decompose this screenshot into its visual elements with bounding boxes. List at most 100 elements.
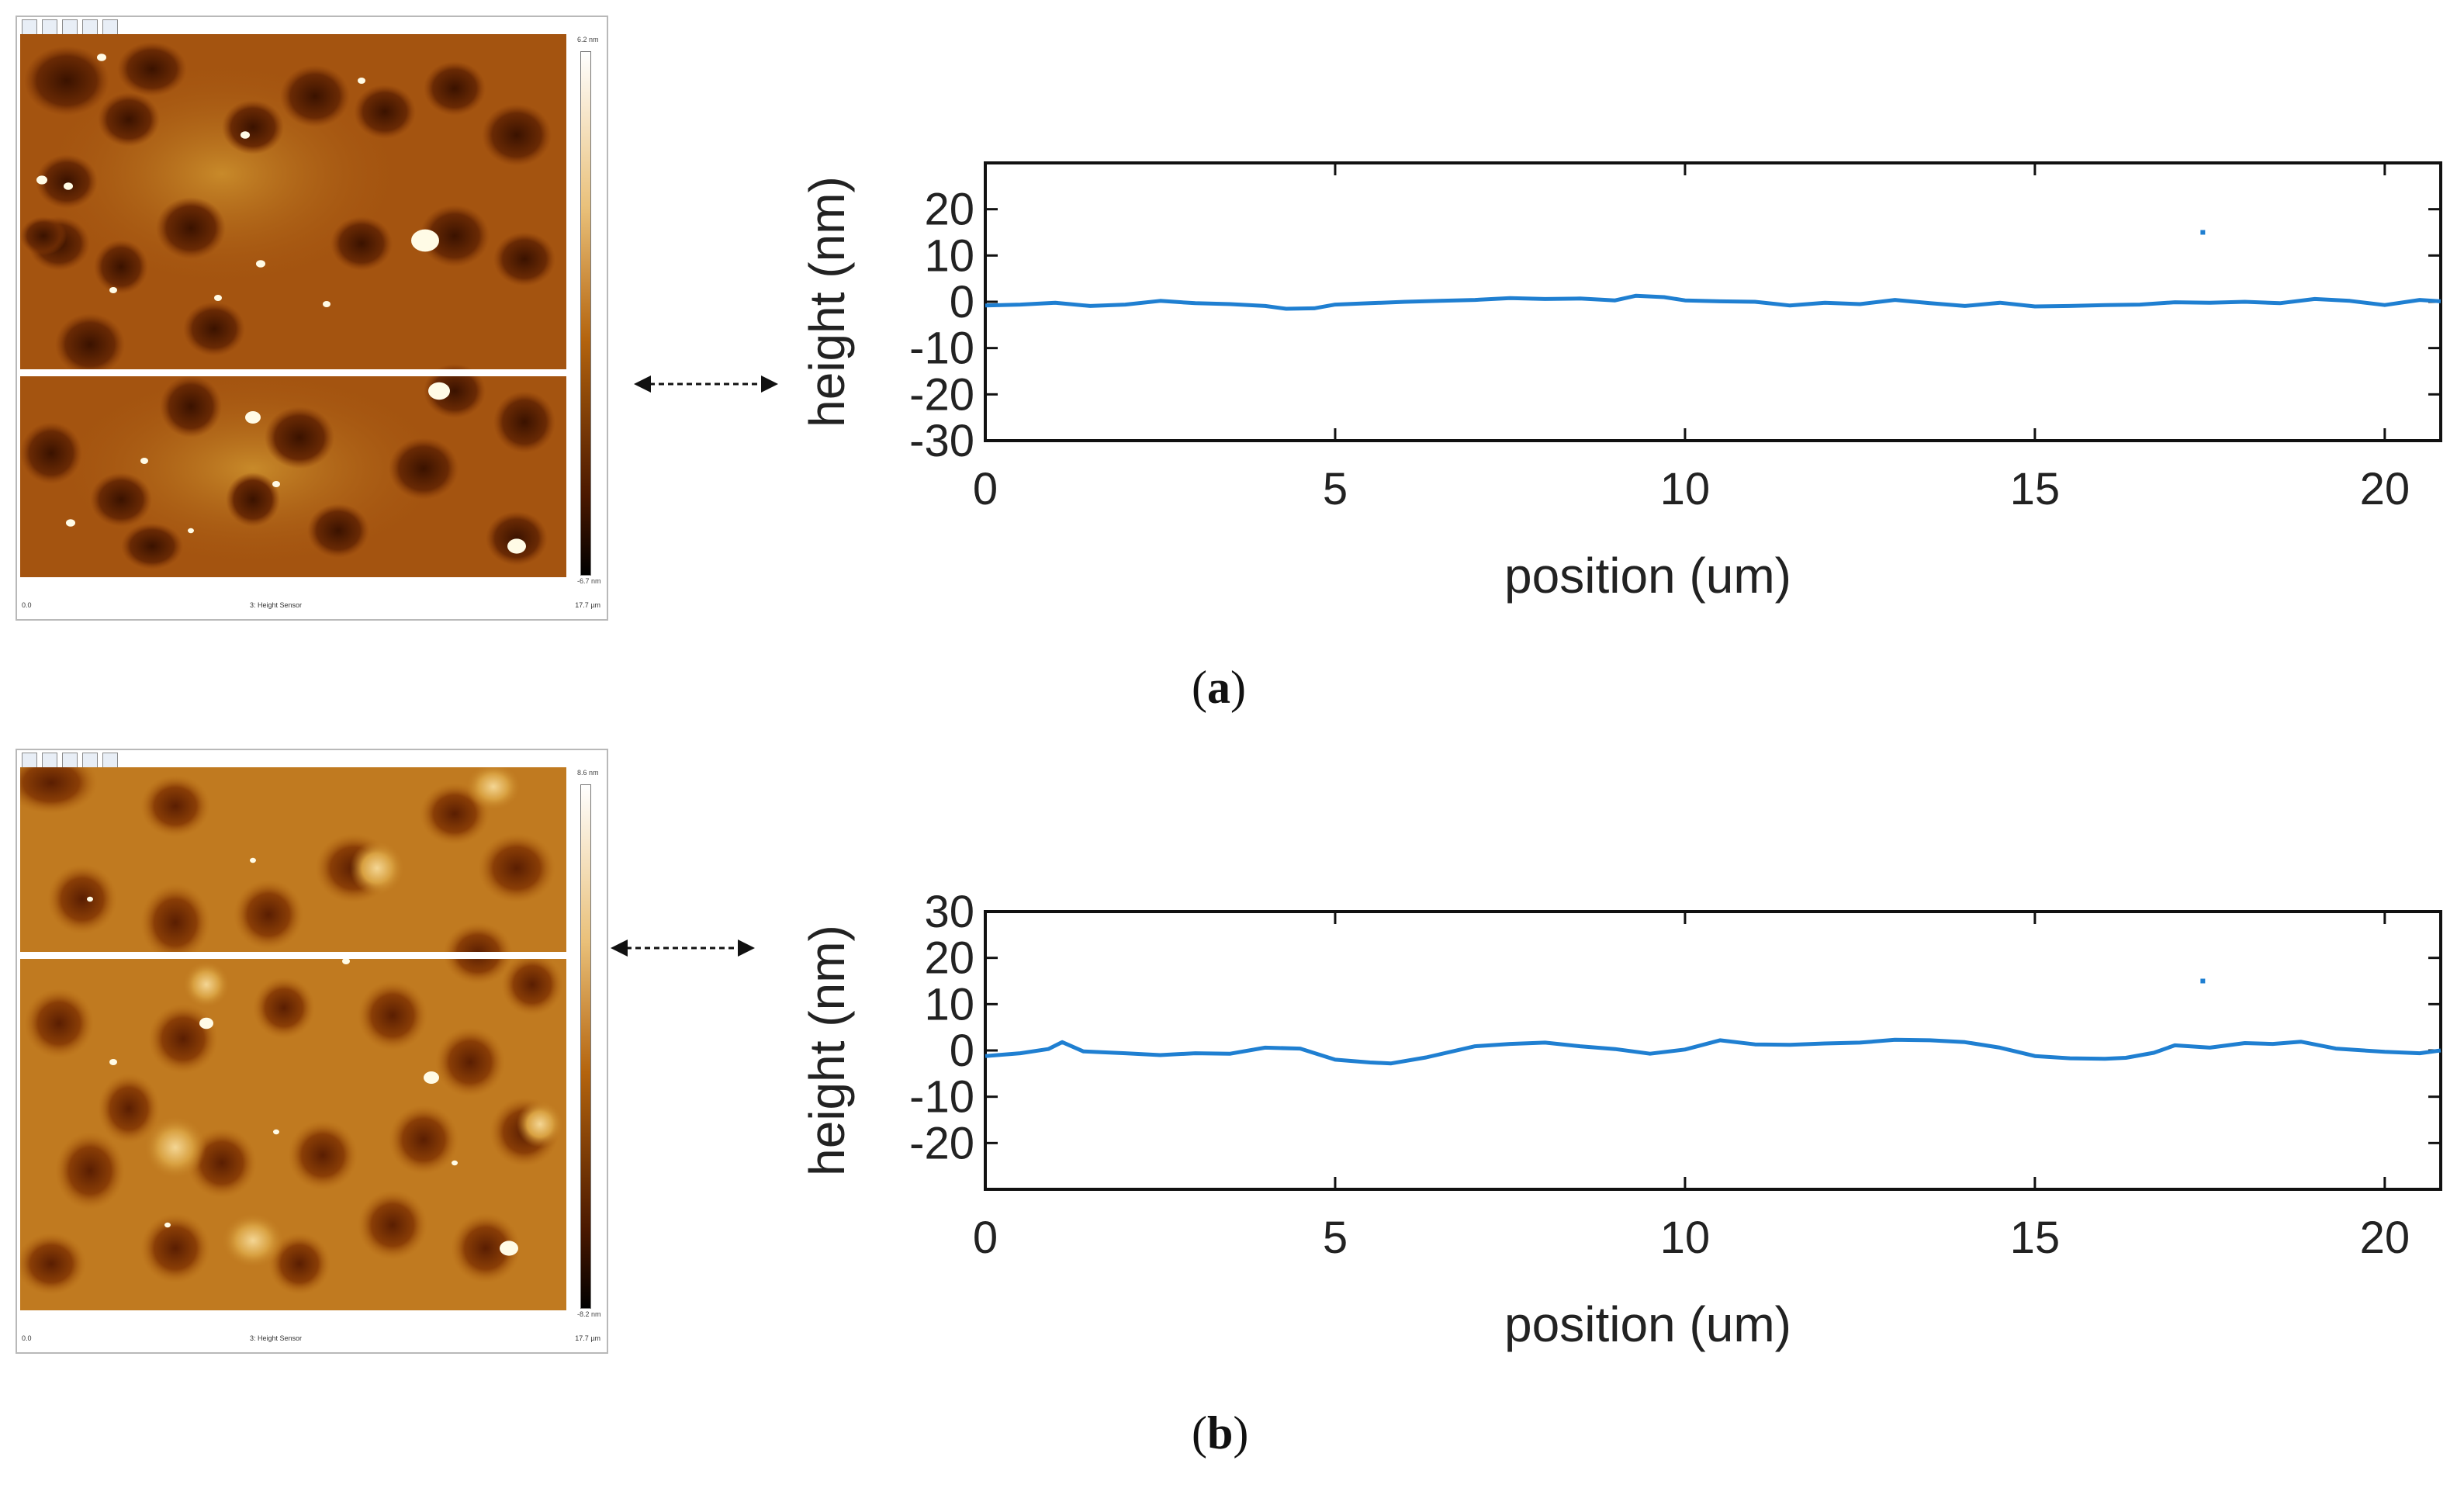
afm-particle	[245, 411, 261, 424]
afm-surface-feature	[121, 523, 183, 569]
afm-surface-feature	[389, 438, 459, 500]
afm-surface-feature	[478, 833, 555, 903]
afm-surface-feature	[98, 1074, 160, 1144]
arrow-right-head	[738, 940, 755, 957]
toolbar-zoom-icon[interactable]	[62, 19, 78, 35]
toolbar-copy-icon[interactable]	[42, 19, 57, 35]
afm-surface-feature	[280, 65, 350, 127]
afm-surface-feature	[24, 988, 94, 1058]
chart-a-x-tick-label: 5	[1323, 464, 1348, 514]
chart-a-series-line	[985, 293, 2442, 311]
afm-surface-feature	[24, 46, 109, 116]
chart-b-x-axis-label: position (um)	[1504, 1296, 1791, 1352]
toolbar-copy-icon[interactable]	[42, 753, 57, 768]
scan-line-a	[17, 369, 576, 376]
afm-particle	[188, 528, 194, 534]
subfigure-label-b: (b)	[1192, 1407, 1249, 1459]
toolbar-pan-icon[interactable]	[82, 753, 98, 768]
afm-surface-feature	[451, 1213, 521, 1283]
afm-particle	[428, 382, 450, 400]
chart-b-y-axis-label: height (nm)	[799, 925, 855, 1176]
afm-image-window-b: 8.6 nm -8.2 nm 0.0 3: Height Sensor 17.7…	[16, 749, 608, 1354]
afm-particle	[452, 1160, 458, 1166]
afm-status-bar-b: 0.0 3: Height Sensor 17.7 µm	[17, 1331, 607, 1349]
afm-height-image-a	[20, 34, 566, 577]
toolbar-export-icon[interactable]	[102, 19, 118, 35]
afm-particle	[424, 1071, 439, 1084]
afm-surface-feature	[94, 240, 148, 294]
afm-surface-feature	[466, 767, 521, 810]
chart-b-y-tick-label: 10	[924, 979, 974, 1029]
afm-particle	[214, 295, 222, 301]
afm-surface-feature	[55, 313, 125, 375]
chart-a-x-tick-label: 15	[2010, 464, 2061, 514]
afm-surface-feature	[140, 884, 210, 961]
toolbar-zoom-icon[interactable]	[62, 753, 78, 768]
afm-status-bar-a: 0.0 3: Height Sensor 17.7 µm	[17, 597, 607, 616]
colorbar-a	[580, 51, 591, 576]
afm-particle	[199, 1017, 213, 1029]
arrow-right-head	[761, 375, 778, 393]
afm-channel-label: 3: Height Sensor	[250, 1334, 303, 1342]
chart-b-x-tick-label: 10	[1660, 1213, 1711, 1263]
colorbar-bottom-label: -6.7 nm	[577, 577, 601, 585]
afm-surface-feature	[90, 472, 152, 527]
chart-a-x-tick-label: 0	[973, 464, 998, 514]
toolbar-export-icon[interactable]	[102, 753, 118, 768]
afm-surface-feature	[156, 197, 226, 259]
afm-particle	[507, 538, 526, 554]
afm-toolbar-b	[22, 753, 118, 771]
afm-surface-feature	[148, 1004, 218, 1074]
colorbar-top-label: 8.6 nm	[577, 769, 599, 777]
afm-surface-feature	[268, 1233, 330, 1295]
afm-surface-feature	[493, 232, 555, 286]
afm-surface-feature	[226, 472, 280, 527]
chart-a-y-tick-label: -10	[909, 324, 974, 374]
afm-surface-feature	[486, 511, 548, 566]
chart-a-y-axis-label: height (nm)	[799, 176, 855, 427]
afm-surface-feature	[307, 503, 369, 558]
toolbar-save-icon[interactable]	[22, 19, 37, 35]
chart-a-y-tick-label: 0	[950, 277, 974, 327]
chart-b-y-tick-label: 30	[924, 888, 974, 937]
afm-particle	[87, 896, 93, 902]
chart-b-y-tick-label: -20	[909, 1118, 974, 1168]
afm-surface-feature	[358, 1190, 427, 1260]
afm-particle	[36, 175, 47, 185]
afm-surface-feature	[20, 216, 67, 255]
double-arrow-a	[634, 375, 778, 393]
afm-particle	[272, 481, 280, 487]
afm-surface-feature	[420, 205, 490, 267]
afm-surface-feature	[36, 154, 98, 209]
toolbar-save-icon[interactable]	[22, 753, 37, 768]
chart-a-x-tick-label: 10	[1660, 464, 1711, 514]
afm-particle	[97, 54, 106, 61]
chart-a-x-tick-label: 20	[2360, 464, 2410, 514]
afm-particle	[358, 78, 365, 84]
afm-surface-feature	[265, 407, 334, 469]
afm-surface-feature	[493, 391, 555, 453]
afm-surface-feature	[354, 85, 416, 139]
afm-surface-feature	[47, 864, 117, 934]
toolbar-pan-icon[interactable]	[82, 19, 98, 35]
afm-particle	[256, 260, 265, 268]
afm-particle	[109, 287, 117, 293]
afm-surface-feature	[234, 880, 303, 950]
chart-b-x-tick-label: 15	[2010, 1213, 2061, 1263]
afm-particle	[500, 1241, 518, 1256]
chart-a-y-tick-label: 20	[924, 185, 974, 235]
chart-b-y-tick-label: -10	[909, 1072, 974, 1123]
afm-scale-start: 0.0	[22, 601, 32, 609]
afm-particle	[342, 958, 350, 964]
chart-a-y-tick-label: 10	[924, 230, 974, 281]
afm-particle	[140, 458, 148, 464]
afm-surface-feature	[424, 61, 486, 116]
afm-surface-feature	[20, 422, 82, 484]
colorbar-b	[580, 784, 591, 1309]
afm-surface-feature	[288, 1120, 358, 1190]
afm-scale-end: 17.7 µm	[575, 1334, 600, 1342]
chart-b-y-tick-label: 20	[924, 933, 974, 984]
afm-surface-feature	[55, 1132, 125, 1209]
